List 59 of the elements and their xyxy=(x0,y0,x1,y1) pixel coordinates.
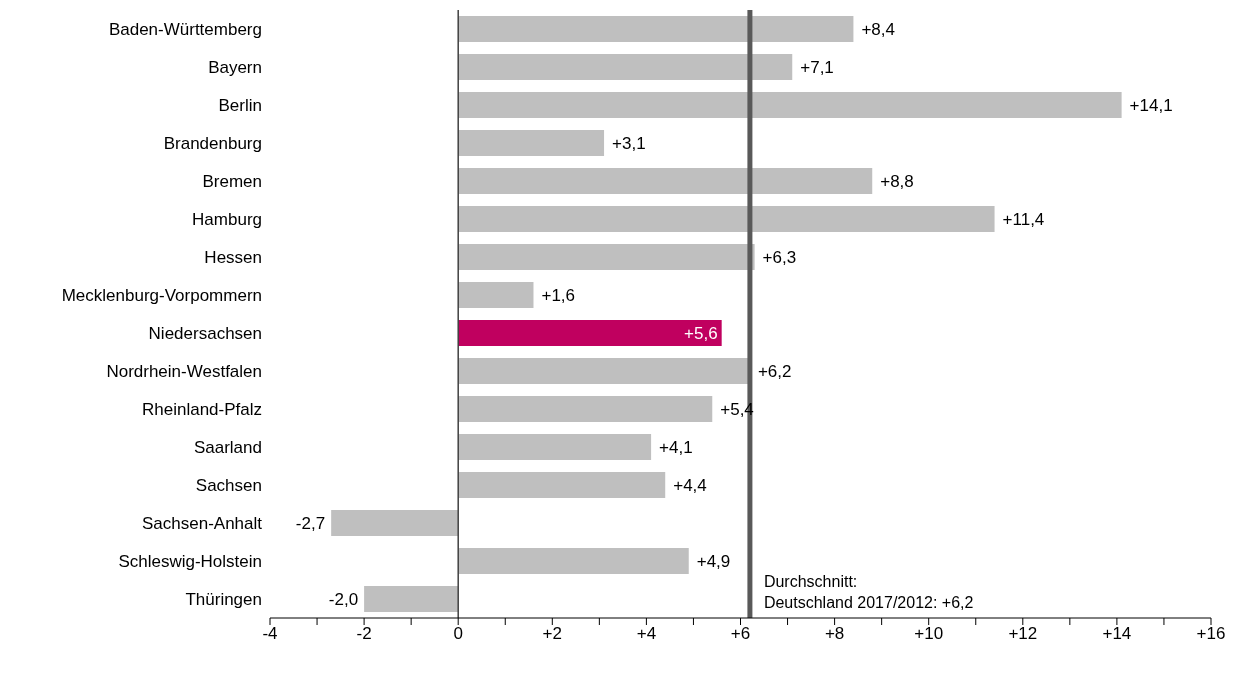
bar xyxy=(331,510,459,536)
x-tick-label: +8 xyxy=(824,624,845,644)
x-tick-label: +10 xyxy=(914,624,944,644)
data-label: -2,7 xyxy=(295,513,326,533)
bar xyxy=(458,244,755,270)
data-label: +4,1 xyxy=(659,437,693,457)
bar xyxy=(458,282,534,308)
data-label: +8,4 xyxy=(861,19,895,39)
data-label: +4,9 xyxy=(696,551,731,571)
y-tick-label: Mecklenburg-Vorpommern xyxy=(61,286,262,306)
data-label: +5,6 xyxy=(684,323,718,343)
bar xyxy=(458,92,1122,118)
x-tick-label: +12 xyxy=(1008,624,1038,644)
y-tick-label: Baden-Württemberg xyxy=(108,20,262,40)
bar xyxy=(458,54,793,80)
bar xyxy=(458,168,873,194)
bar xyxy=(458,16,854,42)
y-tick-label: Sachsen-Anhalt xyxy=(141,514,263,534)
x-tick-label: -4 xyxy=(262,624,278,644)
y-tick-label: Niedersachsen xyxy=(148,324,262,344)
x-tick-label: 0 xyxy=(453,624,463,644)
bar xyxy=(458,358,750,384)
ref-line-label: Durchschnitt: Deutschland 2017/2012: +6,2 xyxy=(763,573,974,611)
y-tick-label: Hamburg xyxy=(192,210,262,230)
x-tick-label: -2 xyxy=(356,624,372,644)
data-label: +6,2 xyxy=(757,361,792,381)
data-label: +7,1 xyxy=(800,57,834,77)
data-label: +14,1 xyxy=(1129,95,1173,115)
data-label: +3,1 xyxy=(612,133,646,153)
bar xyxy=(458,396,713,422)
bar xyxy=(458,206,995,232)
data-label: +11,4 xyxy=(1002,209,1045,229)
y-tick-label: Rheinland-Pfalz xyxy=(141,400,262,420)
y-tick-label: Bremen xyxy=(202,172,262,192)
data-label: +6,3 xyxy=(762,247,797,267)
bar xyxy=(458,434,652,460)
bar xyxy=(458,472,666,498)
x-tick-label: +2 xyxy=(542,624,562,644)
x-tick-label: +4 xyxy=(636,624,657,644)
y-tick-label: Saarland xyxy=(193,438,262,458)
x-tick-label: +14 xyxy=(1102,624,1132,644)
x-tick-label: +16 xyxy=(1196,624,1226,644)
data-label: +4,4 xyxy=(673,475,707,495)
bar xyxy=(458,548,689,574)
bar xyxy=(458,320,722,346)
y-tick-label: Berlin xyxy=(218,96,262,116)
data-label: +1,6 xyxy=(541,285,576,305)
y-tick-label: Sachsen xyxy=(195,476,262,496)
y-tick-label: Nordrhein-Westfalen xyxy=(106,362,262,382)
x-tick-label: +6 xyxy=(730,624,751,644)
data-label: -2,0 xyxy=(328,589,359,609)
bar xyxy=(458,130,605,156)
bar xyxy=(364,586,459,612)
data-label: +8,8 xyxy=(880,171,914,191)
y-tick-label: Bayern xyxy=(208,58,262,78)
y-tick-label: Brandenburg xyxy=(163,134,262,154)
y-tick-label: Schleswig-Holstein xyxy=(118,552,262,572)
y-tick-label: Thüringen xyxy=(185,590,262,610)
y-tick-label: Hessen xyxy=(204,248,262,268)
